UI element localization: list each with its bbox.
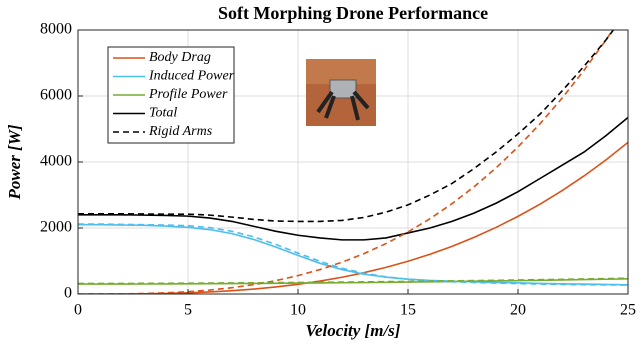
x-tick-label: 5 bbox=[184, 302, 192, 319]
y-tick-label: 0 bbox=[64, 285, 72, 302]
x-tick-label: 10 bbox=[290, 302, 306, 319]
chart-title: Soft Morphing Drone Performance bbox=[218, 3, 488, 23]
inset-image bbox=[306, 59, 376, 126]
y-tick-label: 2000 bbox=[40, 219, 72, 236]
lines bbox=[78, 30, 628, 294]
legend: Body Drag Induced Power Profile Power Total… bbox=[107, 46, 235, 144]
y-tick-label: 4000 bbox=[40, 153, 72, 170]
drone-body bbox=[329, 79, 357, 99]
series-line bbox=[78, 30, 615, 223]
series-line bbox=[78, 30, 614, 294]
series-line bbox=[78, 277, 628, 285]
y-axis-label: Power [W] bbox=[5, 124, 24, 200]
y-tick-label: 6000 bbox=[40, 87, 72, 104]
x-tick-label: 25 bbox=[620, 302, 636, 319]
x-tick-label: 15 bbox=[400, 302, 416, 319]
legend-label: Induced Power bbox=[148, 69, 235, 84]
x-axis-label: Velocity [m/s] bbox=[306, 321, 401, 340]
legend-label: Body Drag bbox=[149, 50, 211, 65]
x-tick-label: 0 bbox=[74, 302, 82, 319]
series-line bbox=[78, 116, 628, 241]
legend-label: Total bbox=[149, 106, 177, 121]
x-tick-label: 20 bbox=[510, 302, 526, 319]
y-tick-label: 8000 bbox=[40, 21, 72, 38]
legend-label: Rigid Arms bbox=[148, 124, 213, 139]
drone-arms bbox=[316, 90, 370, 121]
series-line bbox=[78, 223, 628, 286]
legend-label: Profile Power bbox=[148, 87, 228, 102]
